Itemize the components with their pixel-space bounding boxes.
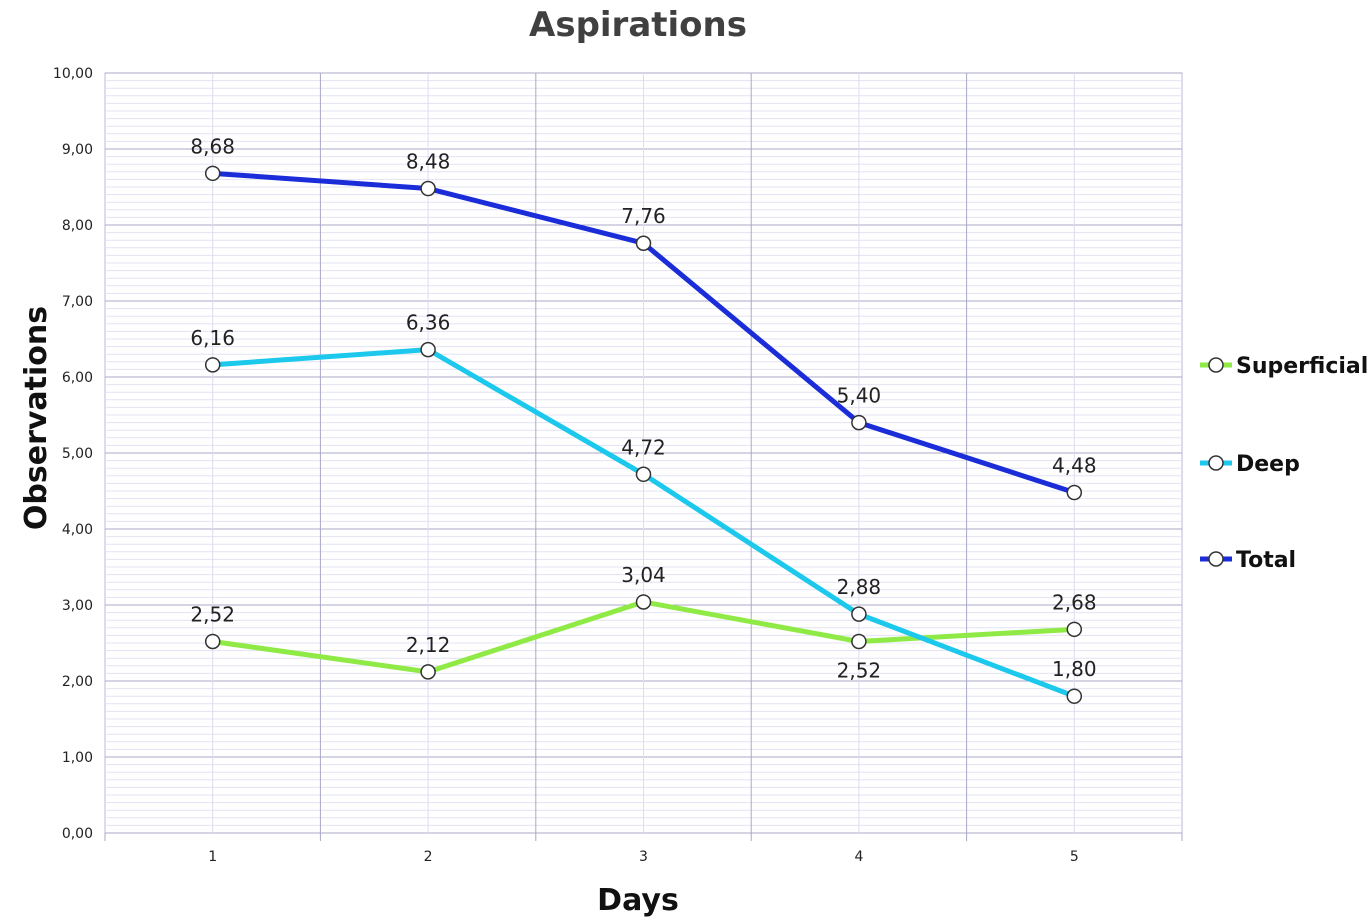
- data-point: [851, 414, 867, 431]
- legend-item-total: Total: [1200, 548, 1296, 573]
- data-point: [635, 594, 652, 610]
- x-tick-label: 3: [639, 849, 648, 865]
- data-label: 8,48: [406, 150, 451, 174]
- data-point: [420, 180, 436, 197]
- legend-marker: [1208, 551, 1224, 567]
- data-label: 4,48: [1052, 454, 1097, 478]
- grid: [104, 72, 1183, 834]
- y-tick-label: 5,00: [62, 446, 93, 462]
- data-label: 2,52: [837, 658, 882, 682]
- series-total: 8,68 8,48 7,76 5,40 4,48: [190, 134, 1097, 501]
- y-tick-label: 1,00: [62, 750, 93, 766]
- axes: 0,00 1,00 2,00 3,00 4,00 5,00 6,00 7,00 8,00 9,00…: [53, 66, 1183, 865]
- x-axis-title: Days: [597, 883, 679, 918]
- y-tick-label: 9,00: [62, 142, 93, 158]
- data-point: [204, 633, 221, 650]
- data-label: 3,04: [621, 563, 666, 587]
- x-tick-label: 5: [1070, 849, 1079, 865]
- legend-marker: [1208, 455, 1224, 471]
- y-tick-label: 10,00: [53, 66, 93, 82]
- data-label: 1,80: [1052, 657, 1097, 681]
- data-point: [851, 633, 867, 650]
- y-tick-label: 3,00: [62, 598, 93, 614]
- legend-marker: [1208, 357, 1224, 373]
- data-label: 7,76: [621, 204, 666, 228]
- data-point: [420, 341, 436, 358]
- data-point: [635, 235, 652, 251]
- data-point: [851, 606, 867, 622]
- data-label: 2,88: [837, 575, 882, 599]
- y-tick-label: 6,00: [62, 370, 93, 386]
- y-tick-label: 4,00: [62, 522, 93, 538]
- data-point: [204, 165, 221, 182]
- legend: Superficial Deep Total: [1200, 354, 1368, 573]
- y-tick-label: 0,00: [62, 826, 93, 842]
- data-label: 2,68: [1052, 590, 1097, 614]
- data-point: [420, 664, 436, 680]
- data-label: 5,40: [837, 384, 882, 408]
- y-axis-title: Observations: [19, 306, 54, 530]
- y-tick-label: 8,00: [62, 218, 93, 234]
- data-label: 6,16: [190, 326, 235, 350]
- data-label: 8,68: [190, 134, 235, 158]
- x-tick-label: 2: [424, 849, 433, 865]
- y-tick-label: 2,00: [62, 674, 93, 690]
- data-label: 2,52: [190, 602, 235, 626]
- chart-title: Aspirations: [529, 5, 747, 45]
- legend-item-deep: Deep: [1200, 452, 1300, 477]
- legend-label: Deep: [1236, 452, 1300, 477]
- data-point: [1066, 484, 1083, 501]
- legend-item-superficial: Superficial: [1200, 354, 1368, 379]
- series-group: 2,52 2,12 3,04 2,52 2,68 6,16 6,36 4,72 2,88 1,80…: [190, 134, 1097, 704]
- series-superficial: 2,52 2,12 3,04 2,52 2,68: [190, 563, 1096, 683]
- data-point: [204, 357, 221, 373]
- data-label: 6,36: [406, 311, 451, 335]
- x-tick-label: 4: [854, 849, 863, 865]
- legend-label: Total: [1236, 548, 1296, 573]
- legend-label: Superficial: [1236, 354, 1368, 379]
- x-tick-label: 1: [208, 849, 217, 865]
- data-point: [635, 466, 652, 483]
- data-label: 4,72: [621, 435, 666, 459]
- series-deep: 6,16 6,36 4,72 2,88 1,80: [190, 311, 1097, 704]
- data-point: [1066, 621, 1083, 638]
- data-label: 2,12: [406, 633, 451, 657]
- data-point: [1066, 688, 1083, 704]
- y-tick-label: 7,00: [62, 294, 93, 310]
